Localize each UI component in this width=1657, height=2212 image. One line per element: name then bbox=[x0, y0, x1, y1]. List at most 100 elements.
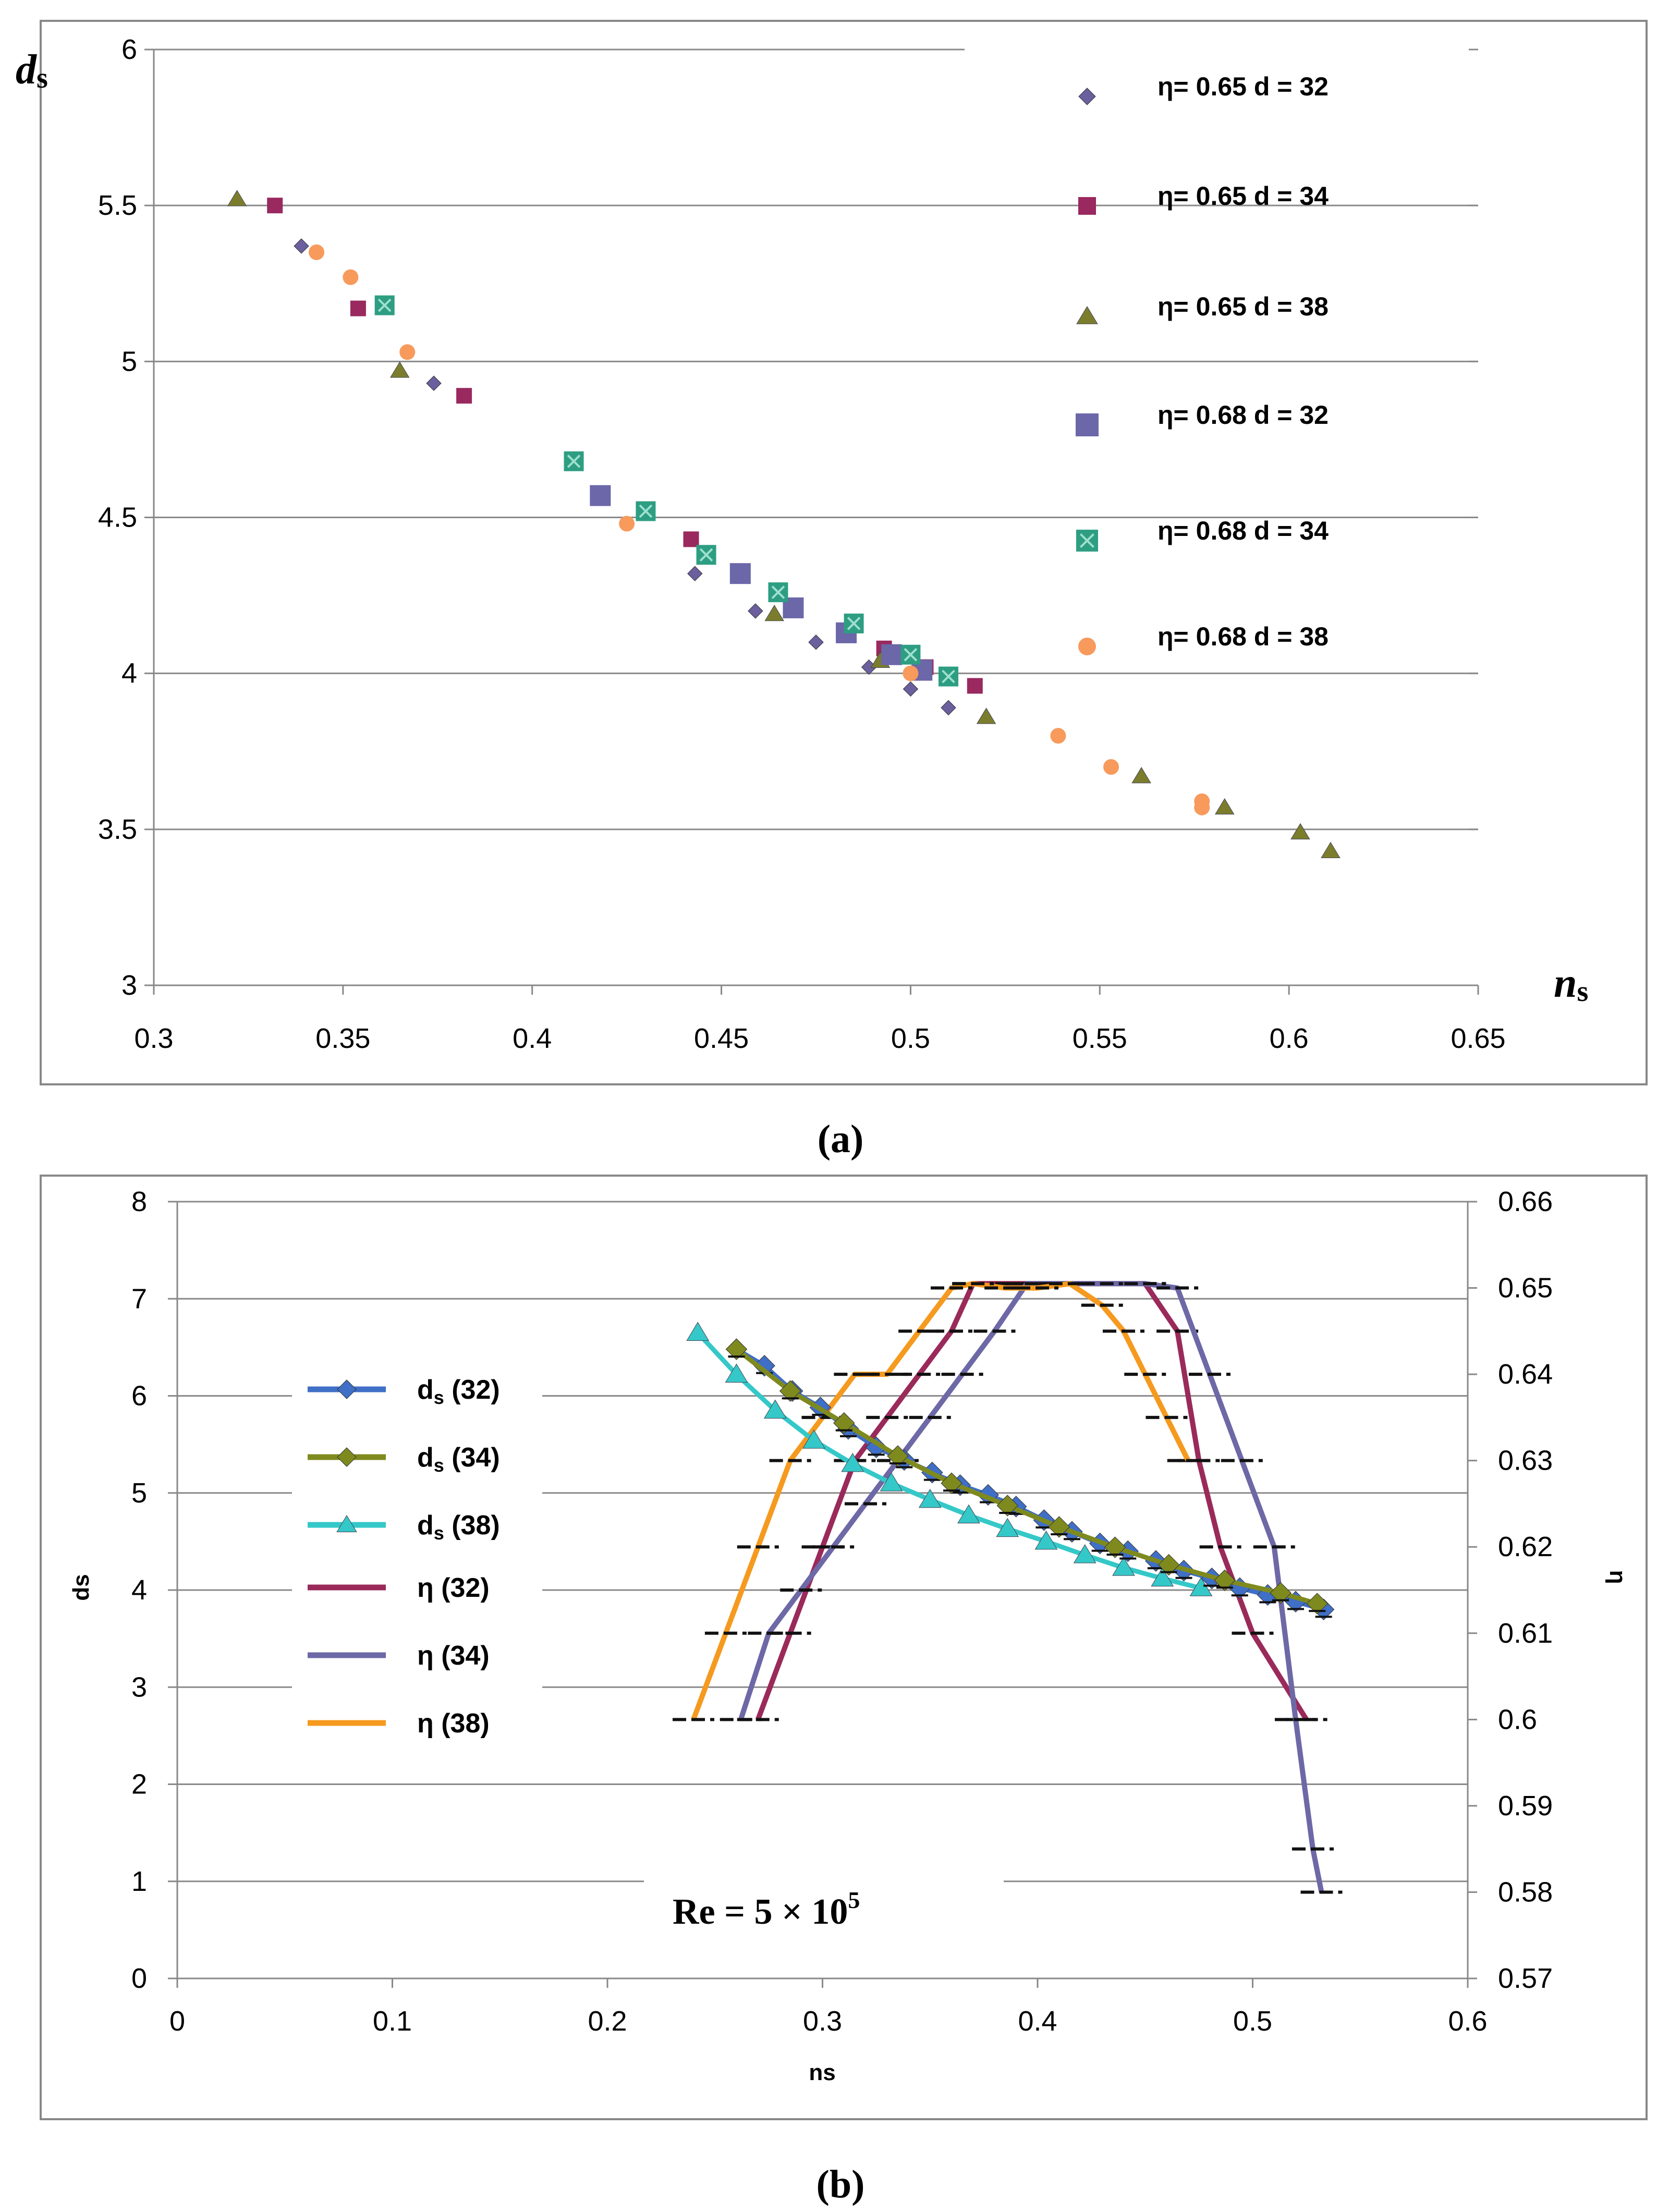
chart-b-x-tick-label: 0.3 bbox=[803, 2006, 842, 2037]
chart-a-data-points bbox=[227, 190, 1341, 858]
chart-b-point-series-3 bbox=[1112, 1557, 1135, 1576]
chart-b-point-series-3 bbox=[802, 1429, 825, 1449]
chart-a-point-series-5 bbox=[696, 545, 716, 565]
chart-a-point-series-2 bbox=[267, 198, 283, 214]
chart-a-point-series-3 bbox=[389, 361, 410, 378]
chart-a-x-tick-label: 0.6 bbox=[1270, 1023, 1309, 1054]
chart-b-point-series-3 bbox=[725, 1363, 748, 1383]
chart-a-point-series-5 bbox=[374, 295, 395, 315]
chart-a-legend-marker-1 bbox=[1078, 88, 1096, 105]
chart-b-legend-label-6: η (38) bbox=[417, 1708, 490, 1739]
chart-b-point-series-3 bbox=[996, 1518, 1019, 1537]
chart-a-legend-marker-5 bbox=[1076, 530, 1098, 552]
chart-b-left-tick-label: 2 bbox=[131, 1769, 147, 1800]
chart-a-point-series-6 bbox=[619, 516, 635, 532]
chart-b-point-series-1 bbox=[753, 1355, 775, 1377]
chart-a-legend-label-2: η= 0.65 d = 34 bbox=[1158, 181, 1329, 211]
chart-b-point-series-2 bbox=[1306, 1593, 1328, 1615]
chart-a-point-series-1 bbox=[903, 681, 919, 697]
chart-b-point-series-2 bbox=[996, 1495, 1018, 1517]
chart-a-y-tick-label: 3 bbox=[121, 970, 137, 1001]
chart-b-point-series-3 bbox=[1073, 1544, 1096, 1563]
chart-a-y-tick-label: 5.5 bbox=[98, 190, 137, 221]
chart-b-legend-box bbox=[292, 1361, 542, 1746]
chart-a-point-series-6 bbox=[1194, 799, 1210, 815]
chart-b-left-tick-label: 3 bbox=[131, 1671, 147, 1703]
chart-a-point-series-4 bbox=[590, 485, 611, 506]
chart-b-left-tick-label: 4 bbox=[131, 1574, 147, 1606]
chart-b-point-series-3 bbox=[880, 1472, 903, 1492]
chart-a-x-tick-label: 0.65 bbox=[1451, 1023, 1505, 1054]
chart-b-x-tick-label: 0.4 bbox=[1018, 2006, 1057, 2037]
chart-b-point-series-2 bbox=[941, 1472, 962, 1494]
chart-a-x-tick-label: 0.3 bbox=[134, 1023, 173, 1054]
chart-a-x-tick-label: 0.45 bbox=[694, 1023, 749, 1054]
chart-a-point-series-4 bbox=[881, 644, 903, 665]
chart-b-x-tick-label: 0 bbox=[169, 2006, 185, 2037]
chart-b-legend-label-1: ds (32) bbox=[417, 1375, 500, 1408]
chart-a-point-series-5 bbox=[564, 451, 584, 471]
chart-b-right-tick-label: 0.66 bbox=[1498, 1186, 1553, 1217]
chart-a-legend-label-6: η= 0.68 d = 38 bbox=[1158, 622, 1329, 651]
chart-a-point-series-5 bbox=[768, 582, 788, 603]
chart-b-left-tick-label: 1 bbox=[131, 1866, 147, 1897]
chart-a-x-tick-label: 0.55 bbox=[1073, 1023, 1127, 1054]
chart-b-legend-label-4: η (32) bbox=[417, 1573, 490, 1603]
chart-b-annotation: Re = 5 × 105 bbox=[673, 1887, 860, 1932]
chart-a-caption: (a) bbox=[818, 1117, 864, 1161]
chart-a-point-series-1 bbox=[808, 634, 824, 650]
chart-b-point-series-2 bbox=[1048, 1516, 1070, 1538]
chart-a-point-series-6 bbox=[309, 244, 325, 260]
chart-b-point-series-3 bbox=[841, 1452, 864, 1472]
chart-b-series-3 bbox=[686, 1322, 1213, 1596]
chart-b-point-series-3 bbox=[686, 1322, 710, 1341]
chart-b-point-series-2 bbox=[1270, 1582, 1292, 1604]
chart-b-point-series-2 bbox=[1214, 1569, 1236, 1592]
chart-a-x-tick-labels: 0.3 0.35 0.4 0.45 0.5 0.55 0.6 0.65 bbox=[134, 1023, 1505, 1054]
chart-a-legend-label-4: η= 0.68 d = 32 bbox=[1158, 400, 1329, 430]
chart-b-point-series-3 bbox=[918, 1488, 942, 1508]
chart-b-point-series-2 bbox=[779, 1380, 801, 1402]
chart-a-point-series-6 bbox=[903, 665, 919, 681]
chart-b-legend-label-5: η (34) bbox=[417, 1641, 490, 1671]
chart-a-point-series-3 bbox=[1321, 841, 1341, 858]
chart-b-right-tick-label: 0.63 bbox=[1498, 1445, 1553, 1476]
chart-a-legend-marker-2 bbox=[1078, 197, 1096, 215]
chart-b-series-6 bbox=[673, 1281, 1209, 1721]
chart-a-point-series-3 bbox=[1290, 823, 1310, 840]
chart-a-point-series-1 bbox=[294, 238, 309, 254]
chart-b-point-series-3 bbox=[957, 1504, 980, 1524]
chart-a-x-tick-label: 0.4 bbox=[513, 1023, 552, 1054]
chart-a-point-series-2 bbox=[350, 300, 366, 316]
chart-b-left-tick-labels: 0 1 2 3 4 5 6 7 8 bbox=[131, 1186, 147, 1994]
chart-b-left-tick-label: 5 bbox=[131, 1477, 147, 1509]
chart-a-x-tick-label: 0.35 bbox=[315, 1023, 370, 1054]
chart-a-point-series-6 bbox=[343, 269, 359, 285]
chart-b-point-series-3 bbox=[763, 1399, 787, 1419]
chart-a-point-series-3 bbox=[976, 707, 996, 724]
chart-a-y-tick-labels: 3 3.5 4 4.5 5 5.5 6 bbox=[98, 34, 137, 1001]
chart-a-legend-marker-4 bbox=[1076, 413, 1099, 436]
chart-a-x-label: ns bbox=[1554, 960, 1588, 1008]
chart-a-point-series-6 bbox=[399, 344, 416, 360]
chart-a-point-series-6 bbox=[1103, 759, 1119, 775]
chart-a-point-series-2 bbox=[456, 388, 472, 404]
chart-a-point-series-2 bbox=[683, 531, 699, 547]
chart-b-right-tick-label: 0.57 bbox=[1498, 1963, 1553, 1994]
chart-b-point-series-2 bbox=[725, 1338, 748, 1360]
chart-b-left-tick-label: 7 bbox=[131, 1283, 147, 1314]
chart-b-line-6 bbox=[691, 1281, 1191, 1721]
chart-a-point-series-4 bbox=[729, 563, 751, 584]
chart-a-legend-label-5: η= 0.68 d = 34 bbox=[1158, 516, 1329, 545]
chart-b-point-series-3 bbox=[1151, 1567, 1174, 1587]
chart-a-point-series-3 bbox=[227, 190, 247, 206]
chart-b-x-axis-title: ns bbox=[809, 2060, 835, 2085]
chart-b-x-tick-labels: 0 0.1 0.2 0.3 0.4 0.5 0.6 bbox=[169, 2006, 1488, 2037]
chart-b: 0 1 2 3 4 5 6 7 8 0.57 0.58 0.59 0.6 0.61 0.62 0.63 0.6… bbox=[40, 1175, 1648, 2206]
chart-b-legend: ds (32) ds (34) ds (38) η (32) η (34) η (38) bbox=[292, 1361, 542, 1746]
chart-a-y-tick-label: 4 bbox=[121, 658, 137, 689]
chart-b-line-2 bbox=[735, 1347, 1318, 1606]
chart-b-right-tick-label: 0.61 bbox=[1498, 1618, 1553, 1649]
chart-b-annotation-box bbox=[644, 1872, 1004, 1950]
chart-a: 33.544.555.56 0.3 0.35 0.4 0.45 0.5 0.55 0.6 0.… bbox=[16, 20, 1648, 1161]
